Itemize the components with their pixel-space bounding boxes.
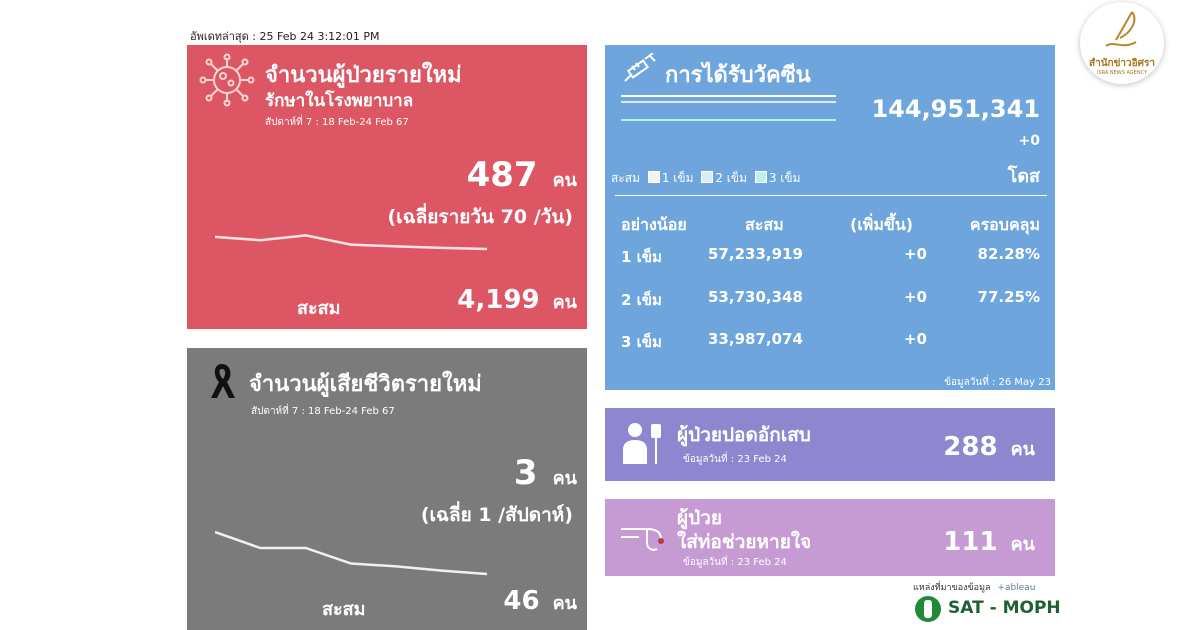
deaths-value-row: 3 คน	[514, 453, 577, 493]
row2-dose: 2 เข็ม	[621, 291, 662, 309]
col-header-atleast: อย่างน้อย	[621, 215, 687, 234]
row1-dose: 1 เข็ม	[621, 248, 662, 266]
ventilator-tube-icon	[621, 528, 664, 551]
vaccine-total: 144,951,341	[871, 95, 1040, 123]
source-label-row: แหล่งที่มาของข้อมูล +ableau	[913, 580, 1035, 594]
legend-swatch-dose2	[701, 171, 714, 183]
pneumonia-card: ผู้ป่วยปอดอักเสบ ข้อมูลวันที่ : 23 Feb 2…	[605, 408, 1055, 481]
quill-pen-icon	[1105, 11, 1137, 47]
vaccine-legend-label: สะสม	[611, 171, 641, 185]
legend-dose2: 2 เข็ม	[715, 171, 748, 185]
deaths-card: จำนวนผู้เสียชีวิตรายใหม่ สัปดาห์ที่ 7 : …	[187, 348, 587, 630]
new-cases-subtitle: รักษาในโรงพยาบาล	[265, 91, 414, 111]
logo-name-th: สำนักข่าวอิศรา	[1088, 58, 1155, 69]
new-cases-value-row: 487 คน	[467, 155, 577, 195]
new-cases-daily-avg: (เฉลี่ยรายวัน 70 /วัน)	[387, 206, 573, 228]
vaccine-title: การได้รับวัคซีน	[665, 63, 811, 88]
virus-icon	[199, 53, 255, 107]
source-label: แหล่งที่มาของข้อมูล	[913, 583, 991, 593]
new-cases-trend-line	[215, 234, 488, 251]
new-cases-cum-row: 4,199 คน	[457, 285, 577, 316]
cropped-header	[200, 0, 760, 6]
moph-emblem-icon	[915, 596, 941, 622]
ventilator-title-2: ใส่ท่อช่วยหายใจ	[677, 531, 812, 553]
row2-cum: 53,730,348	[708, 288, 803, 306]
deaths-cum-row: 46 คน	[503, 586, 577, 617]
row1-cov: 82.28%	[977, 245, 1040, 263]
new-cases-week: สัปดาห์ที่ 7 : 18 Feb-24 Feb 67	[265, 117, 409, 128]
row2-cov: 77.25%	[977, 288, 1040, 306]
patient-iv-icon	[623, 423, 661, 464]
pneumonia-date: ข้อมูลวันที่ : 23 Feb 24	[683, 454, 787, 465]
deaths-cum-label: สะสม	[322, 599, 366, 620]
row1-cum: 57,233,919	[708, 245, 803, 263]
col-header-cum: สะสม	[745, 215, 784, 234]
ventilator-title-1: ผู้ป่วย	[677, 507, 722, 529]
deaths-cum-value: 46	[503, 586, 540, 616]
pneumonia-value-row: 288 คน	[943, 432, 1035, 463]
ventilator-unit: คน	[1010, 534, 1035, 555]
deaths-week: สัปดาห์ที่ 7 : 18 Feb-24 Feb 67	[251, 406, 395, 417]
vaccine-bar-3	[621, 119, 836, 121]
new-cases-cum-value: 4,199	[457, 285, 540, 315]
vaccine-data-date: ข้อมูลวันที่ : 26 May 23	[944, 377, 1051, 388]
deaths-cum-unit: คน	[552, 593, 577, 614]
vaccine-bar-1	[621, 95, 836, 97]
vaccine-legend: สะสม 1 เข็ม 2 เข็ม 3 เข็ม	[611, 169, 801, 188]
pneumonia-title: ผู้ป่วยปอดอักเสบ	[677, 424, 811, 446]
row3-dose: 3 เข็ม	[621, 333, 662, 351]
deaths-title: จำนวนผู้เสียชีวิตรายใหม่	[249, 372, 482, 397]
new-cases-value: 487	[466, 155, 538, 195]
ventilator-date: ข้อมูลวันที่ : 23 Feb 24	[683, 557, 787, 568]
deaths-avg: (เฉลี่ย 1 /สัปดาห์)	[420, 504, 573, 526]
row1-inc: +0	[903, 245, 927, 263]
row2-inc: +0	[903, 288, 927, 306]
new-cases-title: จำนวนผู้ป่วยรายใหม่	[265, 63, 462, 88]
ventilator-value: 111	[943, 527, 998, 557]
new-cases-cum-unit: คน	[552, 292, 577, 313]
pneumonia-value: 288	[943, 432, 998, 462]
deaths-value: 3	[513, 453, 538, 493]
row3-inc: +0	[903, 330, 927, 348]
update-timestamp: อัพเดทล่าสุด : 25 Feb 24 3:12:01 PM	[190, 30, 380, 43]
vaccine-card: การได้รับวัคซีน 144,951,341 +0 โดส สะสม …	[605, 45, 1055, 390]
legend-dose1: 1 เข็ม	[661, 171, 694, 185]
new-cases-cum-label: สะสม	[297, 298, 341, 319]
vaccine-unit: โดส	[1007, 166, 1040, 187]
logo-name-en: ISRA NEWS AGENCY	[1096, 70, 1148, 76]
mourning-ribbon-icon	[211, 364, 235, 398]
legend-dose3: 3 เข็ม	[768, 171, 801, 185]
ventilator-card: ผู้ป่วย ใส่ท่อช่วยหายใจ ข้อมูลวันที่ : 2…	[605, 499, 1055, 576]
new-cases-card: จำนวนผู้ป่วยรายใหม่ รักษาในโรงพยาบาล สัป…	[187, 45, 587, 329]
sat-moph-brand: SAT - MOPH	[948, 598, 1061, 618]
ventilator-value-row: 111 คน	[943, 527, 1035, 558]
tableau-logo: +ableau	[997, 583, 1036, 593]
legend-swatch-dose3	[754, 171, 767, 183]
pneumonia-unit: คน	[1010, 439, 1035, 460]
vaccine-bar-2	[621, 101, 836, 103]
syringe-icon	[624, 53, 656, 82]
col-header-inc: (เพิ่มขึ้น)	[850, 215, 914, 234]
vaccine-divider	[615, 195, 1047, 196]
deaths-unit: คน	[552, 468, 577, 489]
col-header-cov: ครอบคลุม	[969, 215, 1040, 234]
legend-swatch-dose1	[647, 171, 660, 183]
isra-news-logo: สำนักข่าวอิศรา ISRA NEWS AGENCY	[1080, 2, 1164, 84]
vaccine-delta: +0	[1018, 133, 1040, 149]
deaths-trend-line	[215, 530, 488, 576]
new-cases-unit: คน	[552, 170, 577, 191]
row3-cum: 33,987,074	[708, 330, 803, 348]
